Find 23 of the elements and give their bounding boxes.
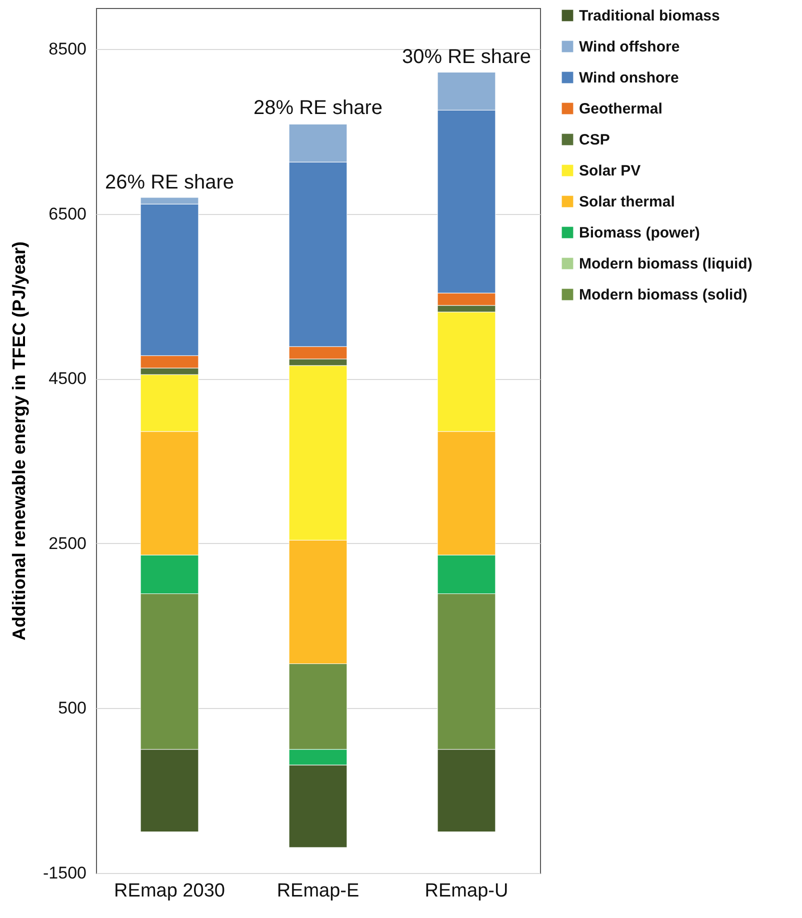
legend-label: Modern biomass (liquid) [579, 256, 752, 272]
y-tick-label: 6500 [48, 204, 86, 224]
annotation: 26% RE share [105, 171, 234, 194]
legend-label: Solar PV [579, 162, 641, 180]
x-tick-label: REmap-U [424, 880, 508, 902]
legend-label: CSP [579, 132, 610, 148]
y-tick-label: 2500 [48, 534, 86, 553]
annotation: 28% RE share [254, 97, 382, 120]
legend-label: Wind onshore [579, 70, 679, 86]
y-axis-title: Additional renewable energy in TFEC (PJ/year) [9, 241, 30, 641]
x-tick-label: REmap 2030 [114, 880, 225, 902]
annotation: 30% RE share [402, 46, 531, 68]
y-tick-label: -1500 [43, 864, 86, 882]
x-tick-label: REmap-E [276, 880, 360, 902]
legend-label: Traditional biomass [579, 8, 720, 24]
legend-label: Wind offshore [579, 38, 680, 56]
y-tick-label: 8500 [48, 40, 86, 59]
legend-label: Modern biomass (solid) [579, 286, 748, 304]
legend-label: Solar thermal [579, 194, 675, 210]
legend-label: Geothermal [579, 100, 662, 118]
y-tick-label: 4500 [48, 369, 86, 388]
legend-label: Biomass (power) [579, 224, 700, 242]
y-tick-label: 500 [58, 698, 86, 718]
